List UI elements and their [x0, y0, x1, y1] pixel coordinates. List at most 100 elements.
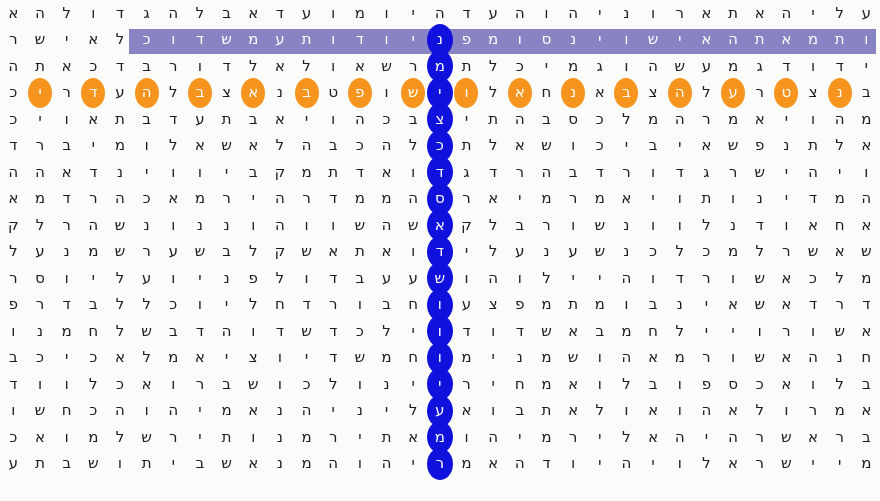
letter-cell[interactable]: ת	[213, 106, 240, 133]
letter-cell[interactable]: א	[746, 0, 773, 27]
letter-cell[interactable]: ד	[320, 345, 347, 372]
letter-cell[interactable]: י	[506, 186, 533, 213]
letter-cell[interactable]: ו	[373, 0, 400, 27]
letter-cell[interactable]: א	[640, 424, 667, 451]
letter-cell[interactable]: ה	[213, 318, 240, 345]
letter-cell[interactable]: ו	[320, 0, 347, 27]
letter-cell[interactable]: ו	[666, 451, 693, 478]
letter-cell-vertical-marker[interactable]: ו	[427, 292, 454, 319]
letter-cell[interactable]: ד	[320, 318, 347, 345]
letter-cell[interactable]: ש	[373, 53, 400, 80]
letter-cell[interactable]: ש	[533, 318, 560, 345]
letter-cell[interactable]: צ	[640, 80, 667, 107]
letter-cell[interactable]: ה	[80, 212, 107, 239]
letter-cell[interactable]: א	[107, 345, 134, 372]
letter-cell-vertical-marker[interactable]: כ	[427, 133, 454, 160]
letter-cell[interactable]: ע	[187, 106, 214, 133]
letter-cell[interactable]: כ	[80, 53, 107, 80]
letter-cell[interactable]: ו	[746, 318, 773, 345]
letter-cell[interactable]: ו	[160, 159, 187, 186]
letter-cell[interactable]: מ	[720, 53, 747, 80]
letter-cell[interactable]: נ	[267, 424, 294, 451]
letter-cell[interactable]: ה	[27, 159, 54, 186]
letter-cell[interactable]: א	[586, 80, 613, 107]
letter-cell[interactable]: י	[586, 424, 613, 451]
letter-cell[interactable]: ו	[320, 212, 347, 239]
letter-cell[interactable]: ד	[0, 371, 27, 398]
letter-cell[interactable]: א	[773, 345, 800, 372]
letter-cell-horizontal-marker[interactable]: ט	[773, 80, 800, 107]
letter-cell[interactable]: ר	[160, 424, 187, 451]
letter-cell[interactable]: י	[187, 424, 214, 451]
letter-cell[interactable]: י	[347, 424, 374, 451]
letter-cell[interactable]: מ	[533, 424, 560, 451]
letter-cell[interactable]: ר	[773, 239, 800, 266]
letter-cell[interactable]: א	[53, 159, 80, 186]
letter-cell[interactable]: מ	[373, 345, 400, 372]
letter-cell[interactable]: ג	[586, 53, 613, 80]
letter-cell[interactable]: כ	[133, 186, 160, 213]
letter-cell[interactable]: ו	[240, 318, 267, 345]
letter-cell[interactable]: א	[560, 398, 587, 425]
letter-cell[interactable]: ר	[293, 186, 320, 213]
letter-cell[interactable]: כ	[347, 318, 374, 345]
letter-cell[interactable]: ר	[400, 53, 427, 80]
letter-cell[interactable]: נ	[213, 265, 240, 292]
letter-cell[interactable]: א	[800, 212, 827, 239]
letter-cell[interactable]: נ	[133, 212, 160, 239]
letter-cell[interactable]: א	[773, 371, 800, 398]
letter-cell[interactable]: ד	[746, 212, 773, 239]
letter-cell[interactable]: ל	[160, 133, 187, 160]
letter-cell[interactable]: ד	[800, 186, 827, 213]
letter-cell[interactable]: ד	[773, 53, 800, 80]
letter-cell[interactable]: ל	[693, 451, 720, 478]
letter-cell-vertical-marker[interactable]: ו	[427, 318, 454, 345]
letter-cell[interactable]: ל	[826, 0, 853, 27]
letter-cell[interactable]: מ	[160, 345, 187, 372]
letter-cell[interactable]: כ	[640, 239, 667, 266]
letter-cell[interactable]: ו	[187, 53, 214, 80]
letter-cell[interactable]: נ	[27, 318, 54, 345]
letter-cell[interactable]: נ	[533, 239, 560, 266]
letter-cell[interactable]: י	[373, 398, 400, 425]
letter-cell[interactable]: ל	[480, 133, 507, 160]
letter-cell[interactable]: ע	[480, 0, 507, 27]
letter-cell[interactable]: ת	[347, 239, 374, 266]
letter-cell[interactable]: ו	[720, 265, 747, 292]
letter-cell[interactable]: ת	[213, 424, 240, 451]
letter-cell[interactable]: ד	[533, 451, 560, 478]
letter-cell[interactable]: י	[560, 265, 587, 292]
letter-cell[interactable]: ו	[640, 0, 667, 27]
letter-cell[interactable]: מ	[826, 186, 853, 213]
letter-cell[interactable]: ל	[267, 133, 294, 160]
letter-cell[interactable]: א	[320, 239, 347, 266]
letter-cell[interactable]: ר	[560, 424, 587, 451]
letter-cell[interactable]: ל	[693, 80, 720, 107]
letter-cell[interactable]: ר	[80, 186, 107, 213]
letter-cell[interactable]: ב	[80, 292, 107, 319]
letter-cell[interactable]: כ	[293, 371, 320, 398]
letter-cell[interactable]: ה	[826, 106, 853, 133]
letter-cell[interactable]: כ	[80, 345, 107, 372]
letter-cell[interactable]: י	[213, 345, 240, 372]
letter-cell[interactable]: י	[187, 398, 214, 425]
letter-cell[interactable]: ק	[0, 212, 27, 239]
letter-cell[interactable]: ר	[746, 424, 773, 451]
letter-cell[interactable]: ע	[373, 265, 400, 292]
letter-cell[interactable]: ש	[213, 133, 240, 160]
letter-cell-highlighted[interactable]: י	[666, 27, 693, 54]
letter-cell-horizontal-marker[interactable]: נ	[560, 80, 587, 107]
letter-cell[interactable]: ר	[720, 159, 747, 186]
letter-cell[interactable]: ה	[293, 398, 320, 425]
letter-cell-highlighted[interactable]: ס	[533, 27, 560, 54]
letter-cell[interactable]: ה	[560, 0, 587, 27]
letter-cell[interactable]: נ	[213, 212, 240, 239]
letter-cell[interactable]: ל	[586, 398, 613, 425]
letter-cell[interactable]: י	[320, 398, 347, 425]
letter-cell[interactable]: ו	[0, 318, 27, 345]
letter-cell[interactable]: ד	[293, 292, 320, 319]
letter-cell[interactable]: ל	[107, 318, 134, 345]
letter-cell[interactable]: ו	[800, 371, 827, 398]
letter-cell[interactable]: כ	[27, 345, 54, 372]
letter-cell[interactable]: ש	[347, 345, 374, 372]
